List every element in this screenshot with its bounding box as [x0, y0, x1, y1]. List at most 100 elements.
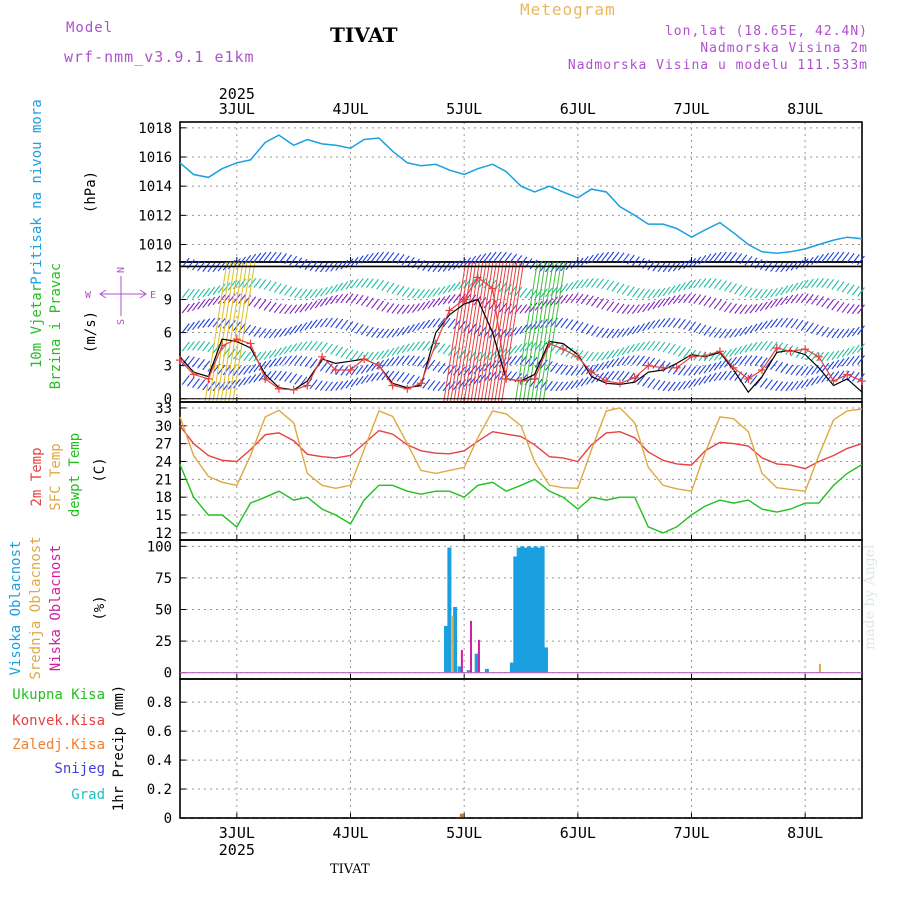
wind-barb [202, 341, 211, 352]
wind-barb [759, 289, 768, 299]
wind-barb [181, 323, 190, 333]
wind-barb [524, 355, 533, 366]
wind-barb [647, 260, 656, 271]
wind-barb [652, 319, 661, 329]
wind-barb [192, 357, 200, 368]
wind-barb [724, 251, 732, 262]
wind-barb [192, 301, 200, 312]
wind-barb [693, 323, 702, 333]
wind-barb [207, 296, 216, 307]
wind-barb [345, 366, 354, 376]
cloud-high-bar [533, 546, 538, 673]
wind-gust-marker [431, 339, 440, 348]
wind-barb [626, 355, 635, 365]
wind-barb [591, 326, 599, 336]
wind-barb [775, 381, 784, 391]
wind-barb [831, 359, 840, 370]
wind-barb [279, 304, 287, 314]
wind-gust-marker [318, 352, 327, 361]
wind-barb [483, 361, 492, 372]
wind-barb [693, 294, 702, 304]
wind-barb [775, 317, 784, 328]
wind-barb [708, 297, 717, 308]
wind-barb [575, 321, 584, 332]
wind-barb [754, 341, 763, 351]
wind-barb [631, 287, 640, 298]
wind-barb [371, 299, 379, 309]
wind-barb [325, 343, 333, 354]
wind-barb [570, 280, 579, 291]
wind-barb [698, 254, 707, 265]
wind-barb [591, 351, 599, 362]
cloud-high-bar [520, 546, 525, 673]
wind-barb [810, 324, 819, 334]
wind-barb [263, 359, 272, 370]
compass-w: W [85, 290, 92, 301]
wind-barb [826, 351, 835, 361]
wind-barb [621, 285, 630, 295]
wind-barb [846, 284, 855, 295]
wind-barb [800, 279, 809, 290]
wind-barb [514, 355, 523, 365]
wind-barb [468, 351, 477, 361]
wind-barb [437, 362, 446, 373]
wind-barb [805, 294, 814, 304]
x-day-label-top: 6JUL [560, 100, 596, 118]
wind-gust-marker [587, 368, 596, 377]
page-title: TIVAT [330, 23, 398, 47]
cloud-high-bar [523, 547, 528, 673]
wind-barb [186, 302, 195, 313]
wind-barb [846, 355, 855, 366]
compass-s: S [116, 319, 127, 325]
wind-barb [186, 356, 195, 367]
wind-barb [657, 298, 666, 308]
wind-barb [417, 320, 425, 331]
wind-barb [775, 361, 784, 372]
wind-gust-marker [545, 339, 554, 348]
wind-storm-hatch [446, 261, 470, 403]
wind-barb [273, 356, 282, 367]
wind-barb [504, 252, 512, 263]
wind-barb [785, 294, 794, 305]
wind-barb [770, 318, 778, 329]
wind-barb [810, 255, 819, 265]
wind-barb [759, 320, 768, 331]
wind-barb [621, 371, 630, 382]
wind-barb [299, 356, 308, 366]
wind-barb [202, 298, 211, 309]
wind-barb [642, 341, 651, 351]
wind-barb [412, 376, 420, 386]
wind-barb [713, 299, 722, 310]
wind-barb [412, 303, 420, 313]
wind-barb [785, 381, 794, 392]
wind-barb [703, 278, 712, 288]
x-day-label-bottom: 3JUL [219, 824, 255, 842]
model-run: wrf-nmm_v3.9.1 e1km [64, 48, 255, 66]
wind-barb [325, 317, 333, 328]
wind-barb [452, 281, 461, 292]
temp-dewpt-line [179, 463, 863, 534]
wind-barb [770, 341, 778, 352]
wind-barb [698, 324, 707, 335]
wind-barb [473, 351, 482, 362]
wind-barb [279, 284, 287, 295]
wind-barb [519, 342, 528, 353]
wind-barb [724, 348, 732, 359]
wind-barb [212, 317, 221, 328]
cloud-unit: (%) [92, 595, 108, 620]
wind-barb [340, 259, 349, 270]
wind-barb [601, 360, 610, 371]
wind-barb [417, 259, 425, 270]
wind-barb [570, 348, 579, 359]
wind-barb [683, 259, 691, 270]
wind-barb [355, 278, 364, 288]
wind-barb [672, 345, 681, 356]
wind-barb [626, 344, 635, 354]
wind-storm-hatch [497, 261, 521, 403]
wind-barb [381, 301, 390, 312]
wind-barb [376, 359, 385, 370]
wind-barb [703, 253, 712, 264]
wind-barb [729, 303, 738, 314]
wind-barb [396, 344, 405, 355]
wind-gust-marker [403, 384, 412, 393]
